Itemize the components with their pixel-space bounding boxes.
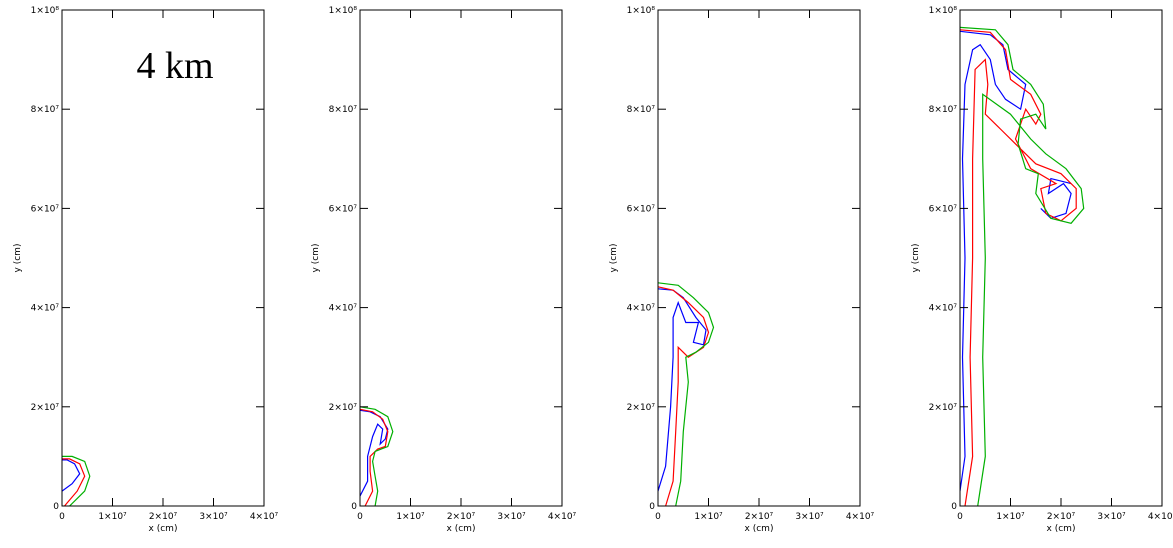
plot-frame: [959, 9, 1163, 507]
panel: 0 1×10⁷ 2×10⁷ 3×10⁷ 4×10⁷ 0 2×10⁷ 4×10⁷ 6×10⁷ 8×1…: [311, 6, 577, 534]
plot-area: [960, 26, 1085, 506]
contour-line: [960, 29, 1077, 506]
panel: 0 1×10⁷ 2×10⁷ 3×10⁷ 4×10⁷ 0 2×10⁷ 4×10⁷ 6×10⁷ 8×1…: [911, 6, 1173, 534]
x-tick-label: 2×10⁷: [447, 512, 476, 522]
y-tick-label: 1×10⁸: [929, 6, 958, 16]
y-tick-label: 2×10⁷: [31, 403, 60, 413]
contour-line: [62, 459, 81, 492]
x-axis-label: x (cm): [447, 524, 476, 534]
y-tick-label: 6×10⁷: [627, 204, 656, 214]
contour-line: [658, 282, 715, 506]
x-axis-label: x (cm): [1047, 524, 1076, 534]
y-tick-label: 4×10⁷: [31, 304, 60, 314]
y-tick-label: 2×10⁷: [329, 403, 358, 413]
y-tick-label: 2×10⁷: [929, 403, 958, 413]
x-tick-label: 0: [655, 512, 661, 522]
x-tick-label: 0: [357, 512, 363, 522]
x-tick-label: 1×10⁷: [996, 512, 1025, 522]
y-axis-label: y (cm): [311, 244, 321, 273]
y-tick-label: 8×10⁷: [329, 105, 358, 115]
panel: 0 1×10⁷ 2×10⁷ 3×10⁷ 4×10⁷ 0 2×10⁷ 4×10⁷ 6×10⁷ 8×1…: [13, 6, 279, 534]
y-tick-label: 2×10⁷: [627, 403, 656, 413]
plot-area: [658, 282, 715, 506]
plot-frame: [359, 9, 563, 507]
y-tick-label: 1×10⁸: [31, 6, 60, 16]
y-tick-label: 1×10⁸: [329, 6, 358, 16]
y-tick-label: 4×10⁷: [329, 304, 358, 314]
x-tick-label: 0: [957, 512, 963, 522]
x-tick-label: 1×10⁷: [396, 512, 425, 522]
annotation: 4 km: [136, 45, 213, 87]
plot-frame: [657, 9, 861, 507]
y-tick-label: 8×10⁷: [929, 105, 958, 115]
x-tick-label: 2×10⁷: [1047, 512, 1076, 522]
contour-line: [62, 458, 86, 506]
x-tick-label: 3×10⁷: [1097, 512, 1126, 522]
x-tick-label: 4×10⁷: [846, 512, 875, 522]
x-axis-label: x (cm): [745, 524, 774, 534]
y-tick-label: 8×10⁷: [31, 105, 60, 115]
contour-line: [658, 286, 710, 506]
x-tick-label: 2×10⁷: [745, 512, 774, 522]
x-axis-label: x (cm): [149, 524, 178, 534]
contour-line: [360, 406, 394, 506]
contour-line: [960, 30, 1072, 492]
x-tick-label: 3×10⁷: [497, 512, 526, 522]
panel: 0 1×10⁷ 2×10⁷ 3×10⁷ 4×10⁷ 0 2×10⁷ 4×10⁷ 6×10⁷ 8×1…: [609, 6, 875, 534]
y-tick-label: 6×10⁷: [929, 204, 958, 214]
y-tick-label: 1×10⁸: [627, 6, 656, 16]
contour-line: [658, 288, 707, 492]
y-tick-label: 6×10⁷: [329, 204, 358, 214]
x-tick-label: 3×10⁷: [795, 512, 824, 522]
contour-line: [960, 26, 1085, 506]
x-tick-label: 4×10⁷: [250, 512, 279, 522]
y-tick-label: 0: [351, 502, 357, 512]
x-tick-label: 1×10⁷: [98, 512, 127, 522]
x-tick-label: 4×10⁷: [548, 512, 577, 522]
y-tick-label: 0: [53, 502, 59, 512]
y-axis-label: y (cm): [13, 244, 23, 273]
x-tick-label: 4×10⁷: [1148, 512, 1173, 522]
plot-area: [62, 455, 91, 506]
y-axis-label: y (cm): [609, 244, 619, 273]
y-tick-label: 8×10⁷: [627, 105, 656, 115]
contour-line: [360, 408, 389, 506]
y-tick-label: 0: [951, 502, 957, 512]
x-tick-label: 3×10⁷: [199, 512, 228, 522]
y-tick-label: 0: [649, 502, 655, 512]
x-tick-label: 0: [59, 512, 65, 522]
y-tick-label: 4×10⁷: [929, 304, 958, 314]
contour-line: [62, 455, 91, 506]
y-tick-label: 6×10⁷: [31, 204, 60, 214]
y-axis-label: y (cm): [911, 244, 921, 273]
plot-area: [360, 406, 394, 506]
x-tick-label: 1×10⁷: [694, 512, 723, 522]
y-tick-label: 4×10⁷: [627, 304, 656, 314]
x-tick-label: 2×10⁷: [149, 512, 178, 522]
